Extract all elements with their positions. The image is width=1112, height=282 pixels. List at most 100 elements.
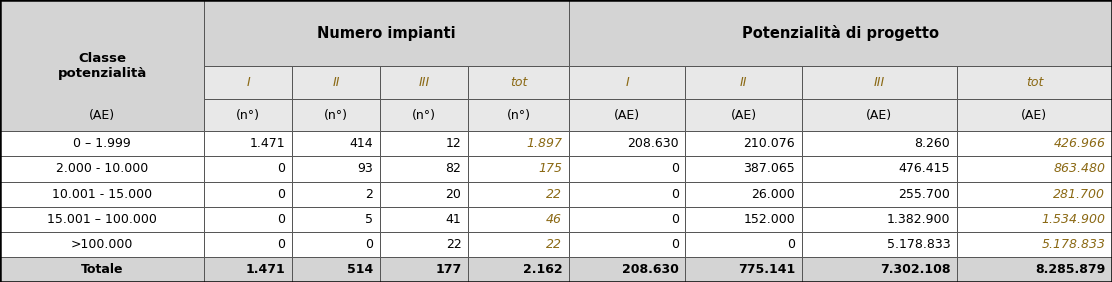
Text: 863.480: 863.480 — [1053, 162, 1105, 175]
Bar — [569, 0, 1112, 66]
Text: 775.141: 775.141 — [737, 263, 795, 276]
Text: 46: 46 — [546, 213, 563, 226]
Bar — [380, 157, 468, 182]
Bar — [292, 99, 380, 131]
Bar — [205, 232, 292, 257]
Bar — [0, 257, 205, 282]
Text: tot: tot — [509, 76, 527, 89]
Text: 41: 41 — [446, 213, 461, 226]
Bar — [802, 207, 956, 232]
Text: 476.415: 476.415 — [898, 162, 950, 175]
Bar — [569, 232, 685, 257]
Text: 0: 0 — [278, 188, 286, 201]
Text: 8.260: 8.260 — [914, 137, 950, 150]
Bar — [380, 207, 468, 232]
Text: 1.382.900: 1.382.900 — [886, 213, 950, 226]
Text: (n°): (n°) — [413, 109, 436, 122]
Text: 2.000 - 10.000: 2.000 - 10.000 — [56, 162, 148, 175]
Bar — [205, 99, 292, 131]
Text: II: II — [739, 76, 747, 89]
Text: 20: 20 — [446, 188, 461, 201]
Bar — [956, 66, 1112, 99]
Bar — [569, 257, 685, 282]
Text: (AE): (AE) — [89, 109, 116, 122]
Bar — [292, 207, 380, 232]
Bar — [802, 257, 956, 282]
Text: Totale: Totale — [81, 263, 123, 276]
Bar — [685, 66, 802, 99]
Text: Potenzialità di progetto: Potenzialità di progetto — [742, 25, 939, 41]
Bar — [292, 131, 380, 157]
Bar — [685, 182, 802, 207]
Bar — [956, 232, 1112, 257]
Bar — [802, 131, 956, 157]
Bar — [802, 157, 956, 182]
Bar — [380, 66, 468, 99]
Bar — [0, 207, 205, 232]
Text: 426.966: 426.966 — [1053, 137, 1105, 150]
Bar — [0, 232, 205, 257]
Text: 177: 177 — [435, 263, 461, 276]
Text: >100.000: >100.000 — [71, 238, 133, 251]
Text: III: III — [874, 76, 885, 89]
Bar — [569, 157, 685, 182]
Text: III: III — [418, 76, 429, 89]
Bar — [0, 0, 205, 131]
Text: 0: 0 — [671, 162, 678, 175]
Text: 387.065: 387.065 — [743, 162, 795, 175]
Bar — [292, 157, 380, 182]
Bar — [569, 182, 685, 207]
Bar — [380, 131, 468, 157]
Bar — [468, 232, 569, 257]
Bar — [956, 257, 1112, 282]
Text: (n°): (n°) — [236, 109, 260, 122]
Text: 255.700: 255.700 — [898, 188, 950, 201]
Bar — [468, 157, 569, 182]
Bar — [380, 257, 468, 282]
Text: 152.000: 152.000 — [743, 213, 795, 226]
Text: 0: 0 — [278, 238, 286, 251]
Bar — [0, 182, 205, 207]
Bar — [802, 232, 956, 257]
Bar — [956, 182, 1112, 207]
Text: 22: 22 — [546, 238, 563, 251]
Text: 1.471: 1.471 — [246, 263, 286, 276]
Bar — [956, 157, 1112, 182]
Bar — [685, 207, 802, 232]
Bar — [468, 257, 569, 282]
Text: 15.001 – 100.000: 15.001 – 100.000 — [47, 213, 157, 226]
Bar — [468, 99, 569, 131]
Text: (n°): (n°) — [506, 109, 530, 122]
Bar — [205, 0, 569, 66]
Bar — [685, 99, 802, 131]
Text: 22: 22 — [446, 238, 461, 251]
Bar — [205, 257, 292, 282]
Text: 0: 0 — [787, 238, 795, 251]
Text: 5: 5 — [366, 213, 374, 226]
Bar — [292, 257, 380, 282]
Bar — [205, 157, 292, 182]
Bar — [956, 131, 1112, 157]
Text: 0: 0 — [278, 162, 286, 175]
Bar — [380, 182, 468, 207]
Text: (n°): (n°) — [325, 109, 348, 122]
Bar — [802, 182, 956, 207]
Bar — [468, 207, 569, 232]
Text: I: I — [247, 76, 250, 89]
Text: 22: 22 — [546, 188, 563, 201]
Text: 281.700: 281.700 — [1053, 188, 1105, 201]
Bar — [0, 157, 205, 182]
Text: (AE): (AE) — [866, 109, 892, 122]
Text: 7.302.108: 7.302.108 — [880, 263, 950, 276]
Bar — [956, 207, 1112, 232]
Bar — [205, 131, 292, 157]
Text: 0: 0 — [671, 238, 678, 251]
Text: 0 – 1.999: 0 – 1.999 — [73, 137, 131, 150]
Bar — [802, 66, 956, 99]
Text: 5.178.833: 5.178.833 — [886, 238, 950, 251]
Text: Classe
potenzialità: Classe potenzialità — [58, 52, 147, 80]
Bar — [802, 99, 956, 131]
Text: 2: 2 — [366, 188, 374, 201]
Bar — [685, 131, 802, 157]
Bar — [569, 131, 685, 157]
